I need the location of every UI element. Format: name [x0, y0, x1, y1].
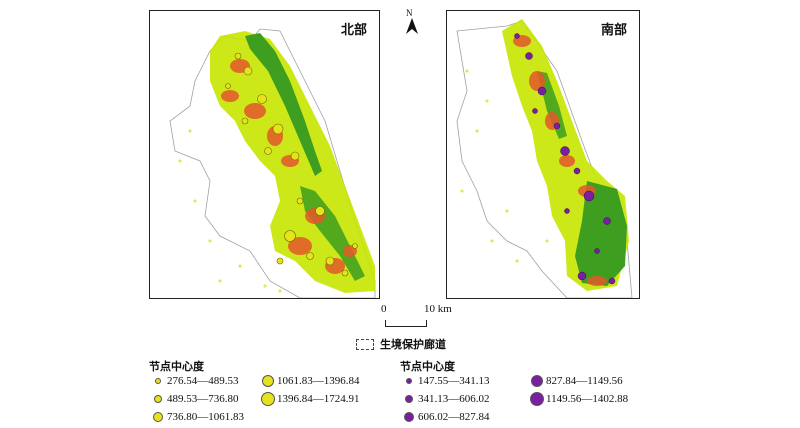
scale-bar: 0 10 km: [376, 303, 456, 329]
north-panel-title: 北部: [338, 19, 369, 38]
south-legend-title: 节点中心度: [400, 360, 455, 373]
north-map-canvas: [169, 28, 376, 298]
north-map-panel: 北部: [149, 10, 380, 299]
south-legend-item: 606.02—827.84: [400, 410, 490, 424]
south-legend-dot: [406, 378, 412, 384]
south-scatter: [460, 69, 549, 263]
south-map-canvas: [456, 19, 633, 298]
south-legend: 节点中心度 147.55—341.13 341.13—606.02 606.02…: [400, 358, 660, 428]
north-legend-range: 736.80—1061.83: [167, 411, 244, 423]
north-legend-item: 1061.83—1396.84: [259, 374, 360, 388]
south-legend-range: 147.55—341.13: [418, 375, 490, 387]
south-legend-dot: [531, 375, 543, 387]
north-legend-dot: [261, 392, 275, 406]
scale-bar-end-label: 10 km: [424, 303, 452, 315]
south-legend-range: 1149.56—1402.88: [546, 393, 629, 405]
north-legend: 节点中心度 276.54—489.53 489.53—736.80 736.80…: [149, 358, 409, 428]
corridor-legend: 生境保护廊道: [356, 337, 446, 351]
north-arrow-icon: [406, 18, 418, 34]
south-legend-range: 827.84—1149.56: [546, 375, 623, 387]
north-legend-range: 1396.84—1724.91: [277, 393, 360, 405]
south-map-panel: 南部: [446, 10, 640, 299]
north-legend-range: 489.53—736.80: [167, 393, 239, 405]
south-legend-item: 1149.56—1402.88: [528, 392, 628, 406]
scale-bar-start-label: 0: [381, 303, 387, 315]
corridor-legend-label: 生境保护廊道: [380, 338, 446, 351]
north-centrality-nodes: [225, 52, 358, 277]
south-legend-dot: [405, 395, 413, 403]
south-legend-dot: [404, 412, 414, 422]
north-legend-range: 276.54—489.53: [167, 375, 239, 387]
north-legend-dot: [262, 375, 274, 387]
south-boundary-outline: [456, 20, 633, 298]
south-legend-item: 147.55—341.13: [400, 374, 490, 388]
north-legend-item: 276.54—489.53: [149, 374, 239, 388]
north-core-habitat: [245, 33, 322, 176]
north-scatter: [178, 129, 282, 293]
south-legend-range: 606.02—827.84: [418, 411, 490, 423]
south-centrality-nodes: [514, 33, 616, 285]
south-legend-range: 341.13—606.02: [418, 393, 490, 405]
corridor-swatch: [356, 338, 374, 350]
south-panel-title: 南部: [598, 19, 629, 38]
south-legend-item: 341.13—606.02: [400, 392, 490, 406]
south-core-habitat: [575, 181, 627, 286]
north-legend-title: 节点中心度: [149, 360, 204, 373]
south-legend-dot: [530, 392, 544, 406]
north-legend-item: 736.80—1061.83: [149, 410, 244, 424]
north-legend-dot: [154, 395, 162, 403]
north-arrow-letter: N: [406, 8, 413, 18]
south-legend-item: 827.84—1149.56: [528, 374, 623, 388]
north-arrow: N: [400, 8, 424, 38]
north-legend-dot: [153, 412, 163, 422]
north-legend-item: 1396.84—1724.91: [259, 392, 360, 406]
north-legend-item: 489.53—736.80: [149, 392, 239, 406]
scale-bar-line: [385, 320, 427, 327]
north-boundary-outline: [169, 28, 376, 298]
north-legend-range: 1061.83—1396.84: [277, 375, 360, 387]
north-legend-dot: [155, 378, 161, 384]
